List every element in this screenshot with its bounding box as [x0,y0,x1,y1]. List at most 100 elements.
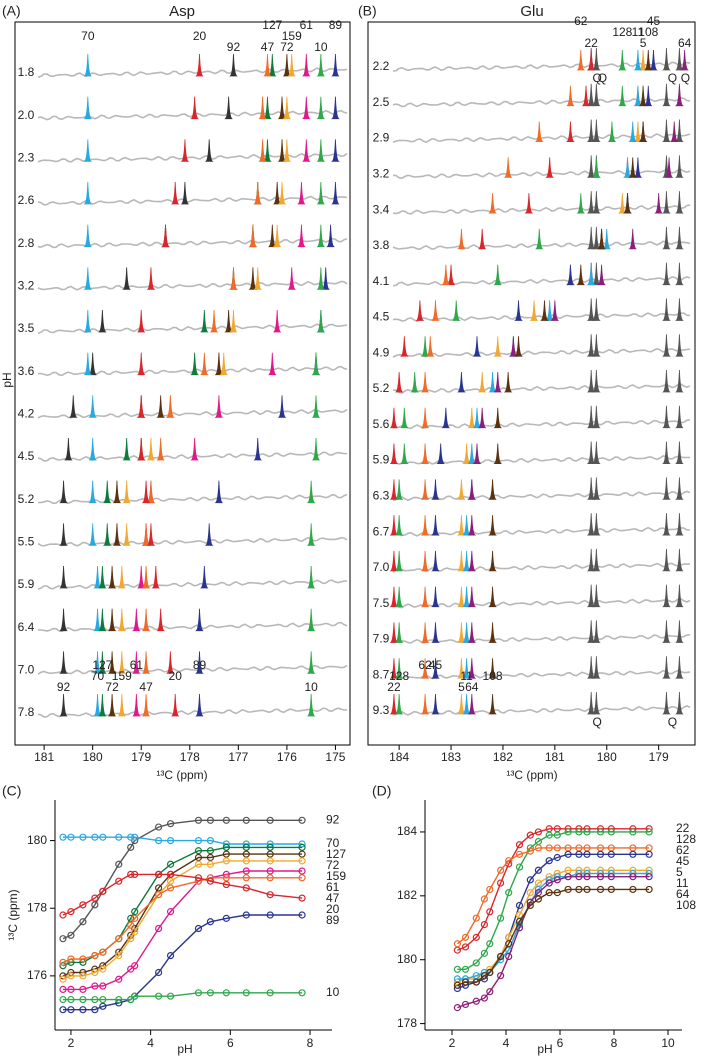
peak [389,479,399,500]
row-label: 4.5 [373,310,390,324]
q-label: Q [593,715,602,729]
row-label: 4.2 [18,407,35,421]
data-point [67,833,75,841]
data-point [206,836,215,845]
data-point [155,924,163,933]
panel-label: (B) [358,3,377,19]
peak [420,443,430,464]
row-label: 2.5 [373,95,390,109]
peak [59,565,68,589]
peak [472,336,482,357]
peak [586,226,596,250]
peak [628,121,638,142]
peak [420,693,430,715]
peak [462,515,471,536]
data-point [534,866,543,874]
peak [586,191,596,214]
peak [680,49,689,71]
peak [488,515,497,536]
data-point [486,988,494,996]
baseline-noise [37,152,348,163]
data-point [629,873,637,881]
q-label: Q [593,71,602,85]
data-point [266,850,274,858]
peak [431,586,440,608]
peak [306,523,316,546]
data-point [194,874,203,882]
peak [586,584,596,608]
peak [618,49,627,71]
data-point [166,908,175,916]
baseline-noise [392,168,691,180]
peak [675,85,684,107]
row-label: 2.3 [18,151,35,165]
peak [306,608,316,632]
peak [141,693,151,717]
series-label: 22 [387,680,401,694]
peak [431,550,440,572]
peak [107,651,117,674]
peak [586,369,596,393]
peak [316,309,326,333]
peak [462,550,471,572]
peak [400,336,409,357]
peak [146,437,156,461]
peak [161,224,170,248]
data-point [115,860,123,868]
panel-title: Asp [169,3,195,20]
data-point [497,972,505,980]
peak [141,651,151,674]
peak [592,298,601,321]
data-point [206,918,215,926]
series-label: 10 [314,40,328,54]
data-point [127,833,135,841]
data-point [629,850,637,858]
peak [209,309,219,333]
peak [394,693,404,715]
peak [586,477,596,500]
series-line [63,836,303,845]
peak [493,407,503,429]
peak [302,53,311,77]
data-point [155,968,163,977]
x-tick-label: 8 [611,1036,618,1050]
peak [451,300,461,321]
peak [493,264,503,286]
peak [488,586,497,608]
row-label: 7.8 [18,705,35,719]
data-point [115,877,123,885]
data-point [59,985,67,994]
peak [623,193,632,214]
peak [643,85,653,107]
data-point [461,965,470,973]
peak [272,309,282,333]
data-point [127,870,135,879]
data-point [497,879,505,887]
data-point [99,948,107,956]
peak [576,49,586,71]
data-point [266,911,274,919]
x-tick-label: 176 [277,750,297,764]
peak [122,267,131,290]
data-point [505,857,513,865]
data-point [67,985,75,994]
peak [122,480,131,504]
peak [592,83,601,107]
peak [277,395,287,418]
peak [420,622,430,643]
data-point [461,978,470,986]
data-point [515,850,524,858]
peak [287,53,297,77]
data-point [242,989,250,997]
peak [190,352,199,376]
data-point [131,992,139,1000]
data-point [194,847,203,855]
peak [431,515,440,536]
x-tick-label: 6 [227,1036,234,1050]
peak [586,656,596,679]
peak [436,443,445,464]
peak [420,550,430,572]
baseline-noise [392,526,691,537]
peak [592,47,601,71]
